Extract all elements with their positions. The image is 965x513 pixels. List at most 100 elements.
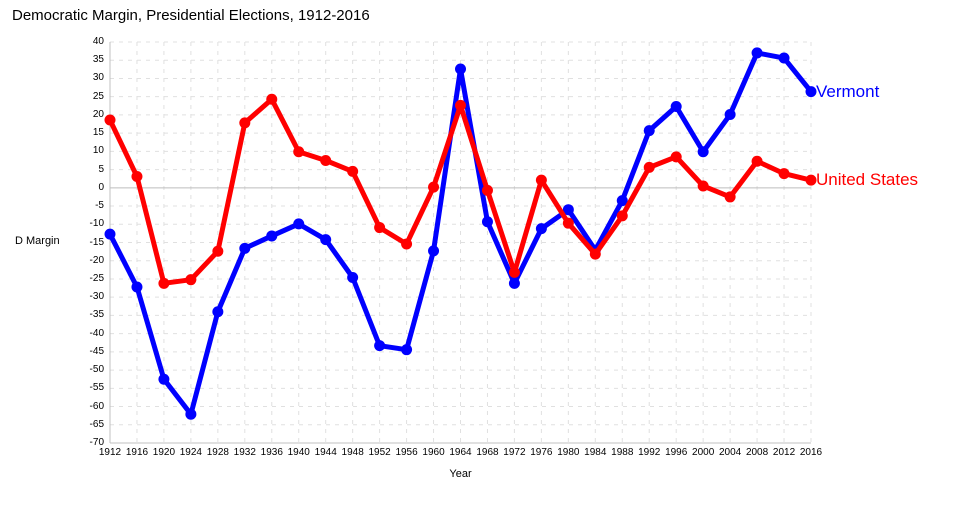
y-tick-label: 35 [92, 54, 104, 66]
united-states-point [212, 245, 224, 257]
series-label-vermont: Vermont [816, 81, 880, 101]
vermont-point [805, 86, 817, 98]
y-tick-label: 0 [98, 181, 104, 193]
x-tick-label: 1972 [503, 447, 526, 458]
vermont-point [374, 340, 386, 352]
y-tick-label: 25 [92, 90, 104, 102]
vermont-point [266, 230, 278, 242]
united-states-point [455, 99, 466, 111]
united-states-point [428, 181, 440, 193]
united-states-point [670, 151, 682, 163]
vermont-point [751, 47, 763, 59]
x-tick-label: 1976 [530, 447, 553, 458]
y-tick-label: -5 [95, 200, 104, 212]
x-tick-label: 1968 [476, 447, 499, 458]
x-tick-label: 1980 [557, 447, 580, 458]
x-tick-label: 2016 [799, 447, 823, 458]
y-tick-label: 5 [98, 163, 104, 175]
vermont-point [481, 216, 493, 228]
y-tick-label: -45 [89, 345, 104, 357]
united-states-point [347, 165, 359, 177]
vermont-point [401, 344, 413, 356]
x-axis-title: Year [449, 468, 472, 480]
series-label-united-states: United States [816, 170, 919, 190]
vermont-point [616, 195, 628, 207]
vermont-point [562, 204, 574, 216]
vermont-point [455, 63, 466, 75]
y-tick-label: -35 [89, 309, 104, 321]
united-states-point [104, 114, 116, 126]
x-tick-label: 1992 [638, 447, 661, 458]
y-tick-label: -60 [89, 400, 104, 412]
x-tick-label: 1996 [665, 447, 688, 458]
chart-title: Democratic Margin, Presidential Election… [12, 7, 370, 24]
y-tick-label: 20 [92, 108, 104, 120]
x-tick-label: 1984 [584, 447, 607, 458]
x-tick-label: 1960 [422, 447, 445, 458]
united-states-point [374, 222, 386, 234]
united-states-point [508, 266, 520, 278]
vermont-point [778, 52, 790, 64]
vermont-point [104, 228, 116, 240]
y-tick-label: 40 [92, 36, 104, 47]
vermont-point [697, 146, 709, 158]
vermont-point [508, 277, 520, 289]
united-states-point [266, 93, 278, 105]
united-states-point [697, 180, 709, 192]
x-tick-label: 1944 [314, 447, 337, 458]
united-states-point [616, 210, 628, 222]
x-tick-label: 1988 [611, 447, 634, 458]
united-states-point [293, 146, 305, 158]
vermont-point [131, 281, 143, 293]
y-tick-label: 15 [92, 127, 104, 139]
vermont-point [212, 306, 224, 318]
vermont-point [428, 245, 440, 257]
y-tick-label: -70 [89, 437, 104, 448]
united-states-point [320, 154, 332, 166]
vermont-point [293, 218, 305, 230]
x-tick-label: 1956 [395, 447, 418, 458]
united-states-point [751, 155, 763, 167]
united-states-point [535, 174, 547, 186]
vermont-point [320, 234, 332, 246]
y-tick-label: -65 [89, 418, 104, 430]
y-tick-label: -50 [89, 364, 104, 376]
united-states-point [401, 238, 413, 250]
y-tick-label: -15 [89, 236, 104, 248]
vermont-point [239, 242, 251, 254]
y-tick-label: -55 [89, 382, 104, 394]
x-tick-label: 1948 [341, 447, 364, 458]
x-tick-label: 1936 [260, 447, 283, 458]
x-tick-label: 1920 [152, 447, 176, 458]
x-tick-label: 1924 [179, 447, 202, 458]
y-tick-label: -25 [89, 272, 104, 284]
vermont-point [724, 109, 736, 121]
united-states-point [589, 248, 601, 260]
y-axis-title: D Margin [15, 235, 60, 247]
x-tick-label: 1912 [98, 447, 122, 458]
united-states-point [185, 274, 197, 286]
united-states-point [158, 277, 170, 289]
united-states-point [481, 184, 493, 196]
united-states-point [239, 117, 251, 129]
x-tick-label: 1952 [368, 447, 391, 458]
vermont-point [185, 408, 197, 420]
x-tick-label: 1928 [206, 447, 229, 458]
united-states-point [131, 171, 143, 183]
united-states-point [562, 217, 574, 229]
vermont-point [670, 101, 682, 113]
y-tick-label: -20 [89, 254, 104, 266]
x-tick-label: 1964 [449, 447, 472, 458]
y-tick-label: -40 [89, 327, 104, 339]
x-tick-label: 2000 [692, 447, 715, 458]
x-tick-label: 2012 [772, 447, 796, 458]
y-tick-label: -30 [89, 291, 104, 303]
x-tick-label: 2004 [718, 447, 742, 458]
y-tick-label: -10 [89, 218, 104, 230]
united-states-point [724, 191, 736, 203]
x-tick-label: 1916 [125, 447, 149, 458]
y-tick-label: 30 [92, 72, 104, 84]
vermont-point [535, 223, 547, 235]
